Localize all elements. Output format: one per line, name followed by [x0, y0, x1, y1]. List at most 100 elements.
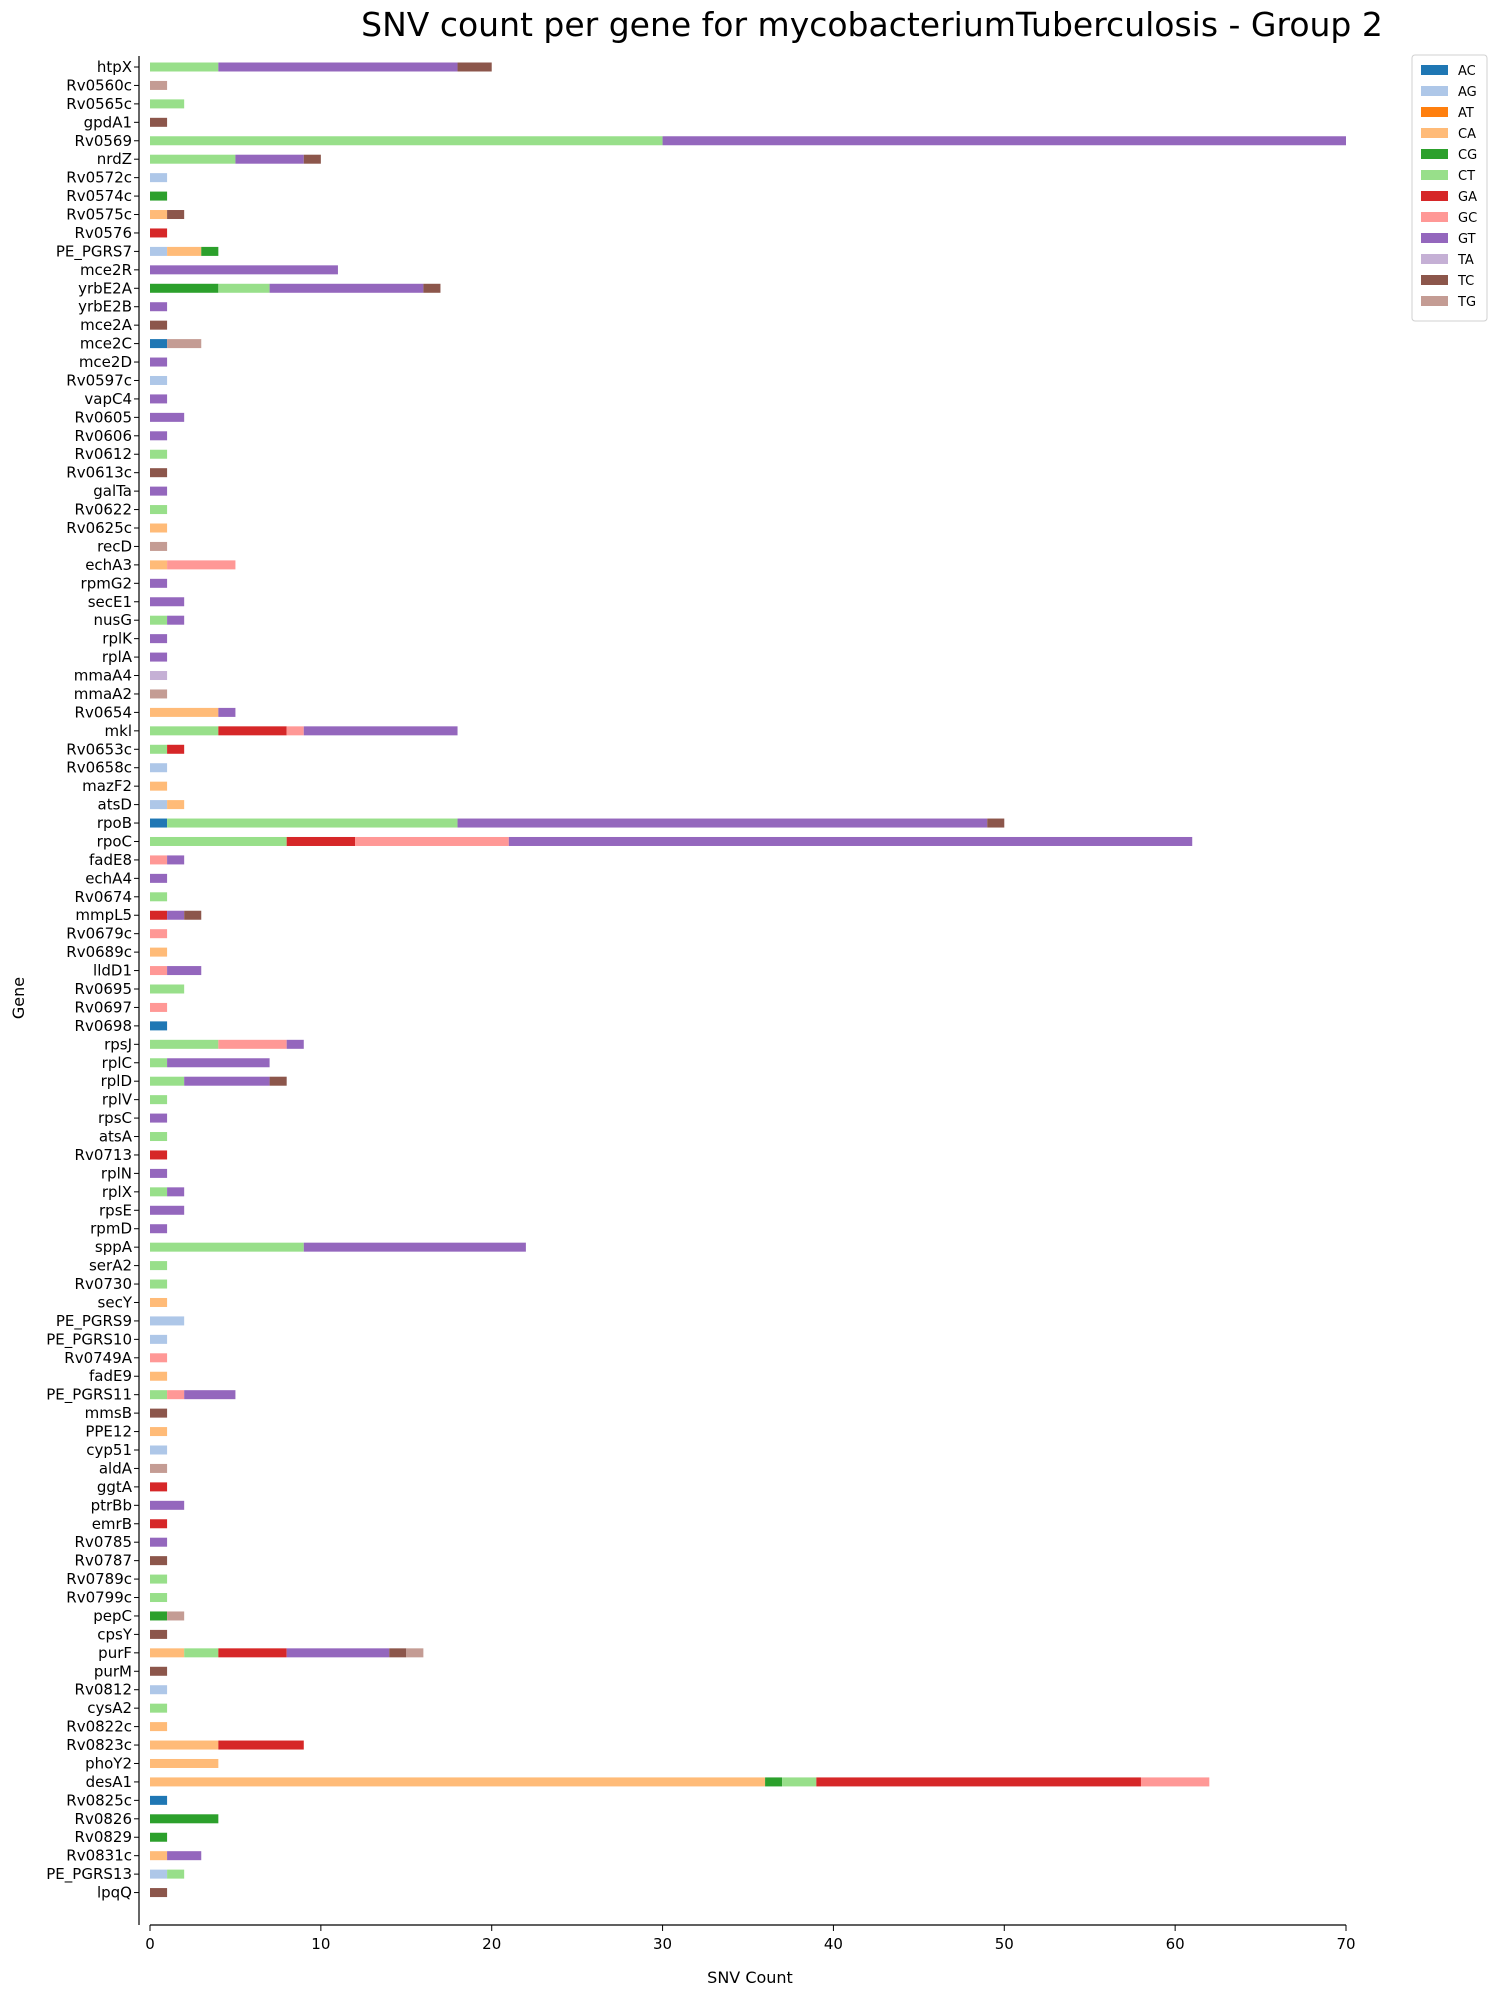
y-tick-label: secE1 — [88, 593, 132, 611]
bar-segment-ct — [782, 1777, 817, 1787]
y-tick-label: sppA — [95, 1238, 133, 1256]
legend-swatch-ca — [1421, 128, 1448, 138]
y-tick-label: lpqQ — [97, 1884, 132, 1902]
bar-segment-gt — [150, 1168, 168, 1178]
legend-swatch-cg — [1421, 149, 1448, 159]
y-tick-label: pepC — [93, 1607, 132, 1625]
y-tick-label: Rv0695 — [75, 980, 132, 998]
bar-segment-gt — [662, 136, 1346, 146]
bar-segment-gt — [150, 357, 168, 367]
bar-segment-tc — [150, 1556, 168, 1566]
y-tick-label: echA4 — [85, 869, 132, 887]
bar-segment-ct — [150, 836, 287, 846]
bar-segment-cg — [201, 246, 219, 256]
bar-segment-ag — [150, 1316, 185, 1326]
bar-segment-tg — [167, 339, 202, 349]
bar-segment-ca — [150, 781, 168, 791]
bar-segment-tg — [150, 541, 168, 551]
bar-segment-gc — [355, 836, 509, 846]
bar-segment-gc — [1140, 1777, 1210, 1787]
bar-segment-ct — [150, 1132, 168, 1142]
y-tick-label: Rv0829 — [75, 1828, 132, 1846]
y-tick-label: serA2 — [89, 1257, 132, 1275]
legend-label-ta: TA — [1457, 253, 1474, 268]
bar-segment-ct — [150, 1187, 168, 1197]
legend-swatch-ct — [1421, 170, 1448, 180]
bar-segment-ca — [150, 1371, 168, 1381]
bars-layer — [150, 62, 1346, 1898]
y-tick-label: Rv0653c — [66, 740, 132, 758]
y-tick-label: atsA — [99, 1128, 133, 1146]
bar-segment-tc — [269, 1076, 287, 1086]
y-tick-label: vapC4 — [84, 390, 132, 408]
bar-segment-ca — [167, 246, 202, 256]
bar-segment-gt — [150, 412, 185, 422]
bar-segment-gc — [150, 855, 168, 865]
bar-segment-ct — [218, 283, 270, 293]
y-tick-label: cysA2 — [87, 1699, 132, 1717]
bar-segment-ct — [150, 1039, 219, 1049]
bar-segment-cg — [150, 1814, 219, 1824]
bar-segment-ct — [150, 1242, 304, 1252]
bar-segment-ca — [150, 210, 168, 220]
y-tick-label: Rv0674 — [75, 888, 132, 906]
bar-segment-ca — [150, 1297, 168, 1307]
bar-segment-gt — [286, 1648, 390, 1658]
bar-segment-gt — [167, 910, 185, 920]
bar-segment-ct — [150, 1593, 168, 1603]
bar-segment-tg — [167, 1611, 185, 1621]
bar-segment-cg — [765, 1777, 783, 1787]
bar-segment-ct — [150, 99, 185, 109]
legend-swatch-ta — [1421, 254, 1448, 264]
legend-label-gc: GC — [1458, 211, 1477, 226]
bar-segment-gt — [150, 265, 338, 275]
x-tick-label: 30 — [653, 1935, 672, 1953]
bar-segment-ct — [150, 615, 168, 625]
bar-segment-gt — [218, 62, 458, 72]
bar-segment-ct — [167, 1869, 185, 1879]
y-tick-label: mmpL5 — [75, 906, 132, 924]
y-tick-label: rpsC — [98, 1109, 132, 1127]
bar-segment-tc — [150, 320, 168, 330]
y-tick-label: purM — [94, 1662, 132, 1680]
bar-segment-tc — [423, 283, 441, 293]
bar-segment-ct — [150, 984, 185, 994]
legend-swatch-ag — [1421, 86, 1448, 96]
y-tick-label: Rv0749A — [64, 1349, 132, 1367]
y-tick-label: rplV — [102, 1091, 133, 1109]
y-tick-label: Rv0713 — [75, 1146, 132, 1164]
bar-segment-ct — [150, 744, 168, 754]
bar-segment-gt — [303, 1242, 526, 1252]
y-tick-label: rplK — [102, 630, 133, 648]
bar-segment-ct — [150, 1095, 168, 1105]
bar-segment-gc — [150, 966, 168, 976]
y-tick-label: Rv0822c — [66, 1718, 132, 1736]
y-tick-label: rpmG2 — [81, 574, 132, 592]
bar-segment-ga — [816, 1777, 1141, 1787]
y-tick-label: fadE8 — [89, 851, 132, 869]
bar-segment-gc — [150, 929, 168, 939]
bar-segment-gt — [150, 302, 168, 312]
bar-segment-tg — [150, 1463, 168, 1473]
y-tick-label: mce2D — [79, 353, 132, 371]
bar-segment-ct — [167, 818, 458, 828]
y-tick-label: PE_PGRS9 — [56, 1312, 132, 1331]
bar-segment-gt — [150, 597, 185, 607]
bar-segment-gt — [150, 1537, 168, 1547]
y-tick-label: Rv0812 — [75, 1681, 132, 1699]
bar-segment-ga — [150, 910, 168, 920]
bar-segment-ac — [150, 339, 168, 349]
bar-segment-ga — [150, 1519, 168, 1529]
y-tick-label: cyp51 — [86, 1441, 132, 1459]
bar-segment-ga — [218, 1648, 287, 1658]
bar-segment-ct — [150, 1261, 168, 1271]
bar-segment-ct — [184, 1648, 219, 1658]
bar-segment-ct — [150, 154, 236, 164]
bar-segment-ag — [150, 1334, 168, 1344]
bar-segment-gc — [150, 1002, 168, 1012]
axes-layer: htpXRv0560cRv0565cgpdA1Rv0569nrdZRv0572c… — [46, 56, 1356, 1953]
y-tick-label: rplD — [101, 1072, 132, 1090]
bar-segment-ct — [150, 1703, 168, 1713]
bar-segment-gc — [286, 726, 304, 736]
bar-segment-ga — [218, 1740, 304, 1750]
